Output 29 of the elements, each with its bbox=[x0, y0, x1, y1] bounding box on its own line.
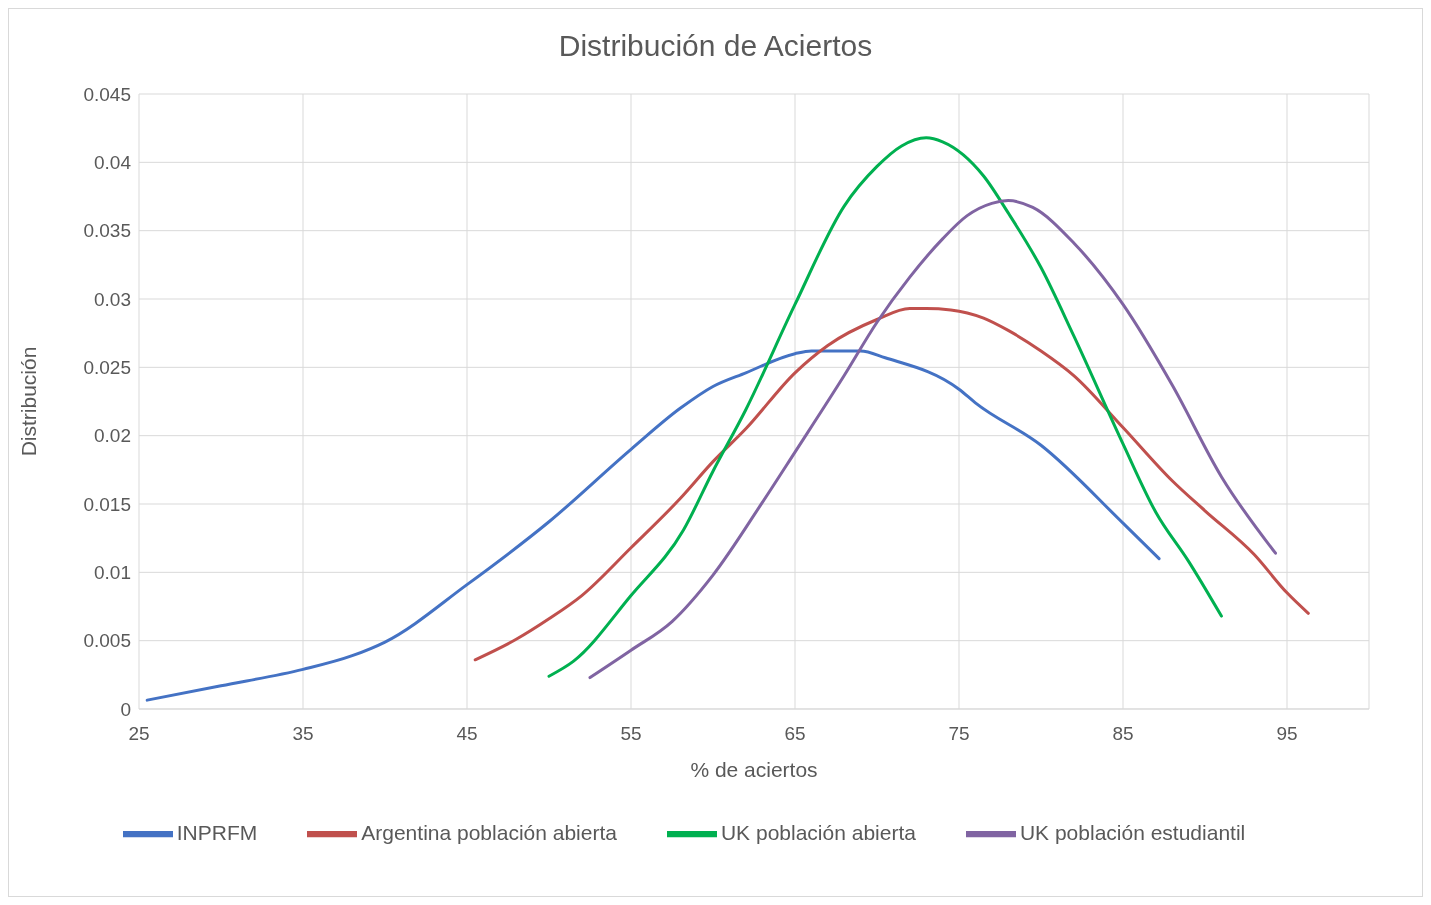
legend-label: INPRFM bbox=[176, 820, 258, 844]
chart-title: Distribución de Aciertos bbox=[557, 28, 874, 64]
x-tick-label: 75 bbox=[948, 723, 970, 745]
y-tick-label: 0.01 bbox=[94, 562, 131, 584]
y-tick-label: 0.015 bbox=[83, 493, 131, 515]
y-tick-label: 0.005 bbox=[83, 630, 131, 652]
y-tick-label: 0.035 bbox=[83, 220, 131, 242]
x-axis-title: % de aciertos bbox=[690, 758, 818, 781]
line-series bbox=[588, 199, 1278, 680]
y-tick-label: 0.04 bbox=[94, 152, 132, 174]
line-series bbox=[473, 307, 1310, 662]
line-series bbox=[547, 136, 1223, 678]
legend-label: UK población abierta bbox=[720, 820, 916, 844]
y-tick-label: 0.02 bbox=[94, 425, 131, 447]
x-tick-label: 25 bbox=[128, 723, 150, 745]
y-tick-label: 0.03 bbox=[94, 288, 131, 310]
y-tick-label: 0 bbox=[120, 698, 131, 720]
x-tick-label: 65 bbox=[784, 723, 806, 745]
x-tick-label: 45 bbox=[456, 723, 478, 745]
x-tick-label: 85 bbox=[1112, 723, 1134, 745]
y-tick-label: 0.025 bbox=[83, 357, 131, 379]
x-tick-label: 35 bbox=[292, 723, 314, 745]
legend-label: Argentina población abierta bbox=[361, 820, 617, 844]
x-tick-label: 55 bbox=[620, 723, 642, 745]
legend-label: UK población estudiantil bbox=[1019, 820, 1246, 844]
line-series bbox=[145, 349, 1161, 702]
y-tick-label: 0.045 bbox=[83, 83, 131, 105]
y-axis-title: Distribución bbox=[17, 346, 41, 457]
x-tick-label: 95 bbox=[1276, 723, 1298, 745]
